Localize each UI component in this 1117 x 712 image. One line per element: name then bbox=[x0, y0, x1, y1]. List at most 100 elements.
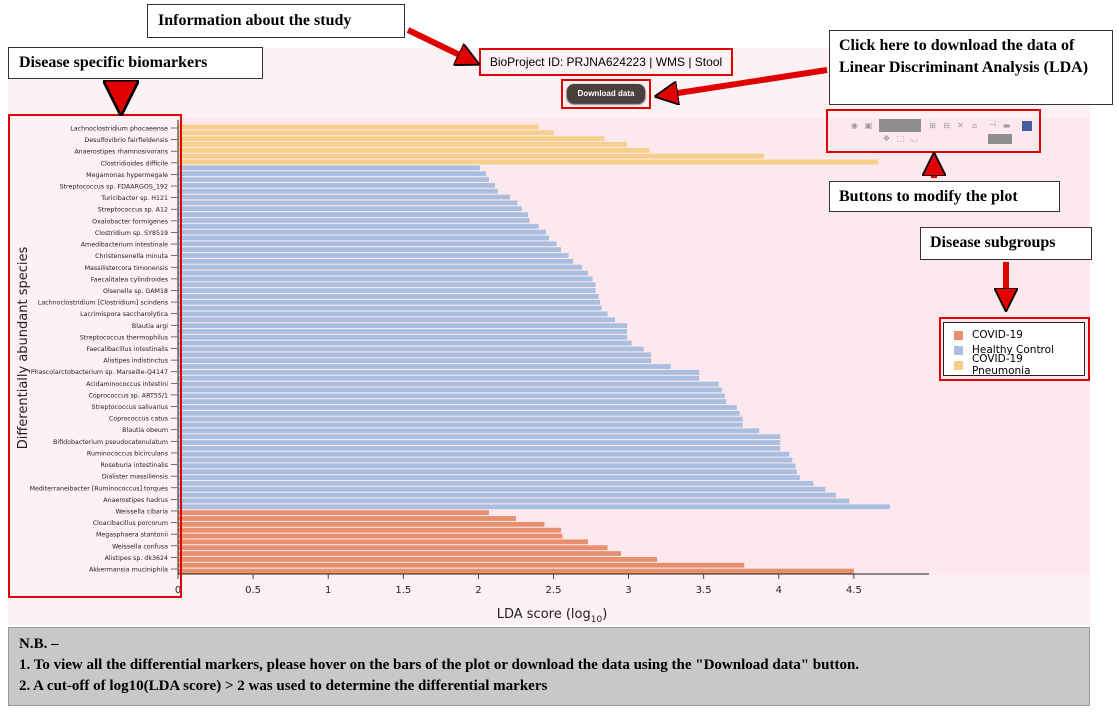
bar-covid[interactable] bbox=[178, 533, 563, 539]
bar-healthy[interactable] bbox=[178, 451, 790, 457]
zoom-in-icon[interactable]: ⊞ bbox=[929, 121, 936, 130]
bar-pneumonia[interactable] bbox=[178, 142, 628, 147]
bar-healthy[interactable] bbox=[178, 235, 549, 241]
bar-healthy[interactable] bbox=[178, 334, 628, 340]
bar-covid[interactable] bbox=[178, 539, 589, 545]
bar-pneumonia[interactable] bbox=[178, 124, 539, 130]
bar-healthy[interactable] bbox=[178, 229, 546, 235]
bar-covid[interactable] bbox=[178, 568, 854, 574]
y-tick-label: Streptococcus salivarius bbox=[92, 404, 168, 411]
bar-healthy[interactable] bbox=[178, 223, 539, 229]
bar-covid[interactable] bbox=[178, 521, 545, 527]
modebar: ◉ ▣ ⊞ ⊟ ✕ ⌂ ⊣ ▬ ✥ ⬚ ◡ bbox=[827, 110, 1040, 152]
bar-covid[interactable] bbox=[178, 527, 562, 533]
autoscale-icon[interactable]: ✕ bbox=[957, 121, 964, 130]
bar-healthy[interactable] bbox=[178, 492, 836, 498]
bar-healthy[interactable] bbox=[178, 299, 601, 305]
bar-pneumonia[interactable] bbox=[178, 147, 650, 153]
toggle-icon[interactable] bbox=[988, 134, 1012, 144]
bar-healthy[interactable] bbox=[178, 200, 518, 206]
bar-healthy[interactable] bbox=[178, 311, 608, 317]
bar-healthy[interactable] bbox=[178, 206, 522, 212]
bar-healthy[interactable] bbox=[178, 469, 797, 475]
bar-healthy[interactable] bbox=[178, 253, 569, 258]
bar-pneumonia[interactable] bbox=[178, 130, 554, 136]
bar-covid[interactable] bbox=[178, 562, 745, 568]
bar-healthy[interactable] bbox=[178, 258, 574, 264]
compare-icon[interactable]: ▬ bbox=[1002, 121, 1011, 130]
bar-healthy[interactable] bbox=[178, 445, 781, 451]
bar-healthy[interactable] bbox=[178, 276, 593, 282]
bar-healthy[interactable] bbox=[178, 428, 760, 434]
bar-healthy[interactable] bbox=[178, 358, 652, 364]
bar-healthy[interactable] bbox=[178, 264, 583, 270]
bar-healthy[interactable] bbox=[178, 317, 616, 323]
bar-covid[interactable] bbox=[178, 556, 658, 562]
bar-healthy[interactable] bbox=[178, 177, 489, 182]
bar-healthy[interactable] bbox=[178, 194, 510, 200]
camera-icon[interactable]: ◉ bbox=[851, 121, 858, 130]
bar-healthy[interactable] bbox=[178, 171, 486, 177]
y-tick-label: Anaerostipes hadrus bbox=[103, 497, 168, 504]
bar-covid[interactable] bbox=[178, 516, 516, 521]
y-tick-label: Coprococcus sp. ART55/1 bbox=[88, 392, 168, 399]
bar-healthy[interactable] bbox=[178, 405, 737, 410]
legend-item[interactable]: Healthy Control bbox=[954, 343, 1054, 357]
bar-healthy[interactable] bbox=[178, 212, 528, 217]
bar-covid[interactable] bbox=[178, 551, 622, 556]
bar-healthy[interactable] bbox=[178, 247, 562, 253]
bar-healthy[interactable] bbox=[178, 188, 498, 194]
bar-pneumonia[interactable] bbox=[178, 136, 605, 142]
bar-healthy[interactable] bbox=[178, 329, 628, 334]
bar-pneumonia[interactable] bbox=[178, 159, 878, 165]
bar-healthy[interactable] bbox=[178, 270, 589, 276]
home-icon[interactable]: ⌂ bbox=[971, 121, 978, 130]
bar-healthy[interactable] bbox=[178, 475, 800, 480]
bar-healthy[interactable] bbox=[178, 182, 495, 188]
legend-item[interactable]: COVID-19 Pneumonia bbox=[954, 353, 1084, 377]
bar-covid[interactable] bbox=[178, 545, 608, 551]
bar-healthy[interactable] bbox=[178, 422, 743, 428]
bar-pneumonia[interactable] bbox=[178, 153, 764, 159]
bar-healthy[interactable] bbox=[178, 364, 671, 369]
bar-healthy[interactable] bbox=[178, 457, 793, 463]
select-icon[interactable]: ⬚ bbox=[896, 134, 905, 143]
bar-healthy[interactable] bbox=[178, 381, 719, 387]
bar-healthy[interactable] bbox=[178, 346, 644, 352]
zoom-out-icon[interactable]: ⊟ bbox=[943, 121, 950, 130]
bar-healthy[interactable] bbox=[178, 352, 652, 358]
lasso-icon[interactable]: ◡ bbox=[911, 134, 918, 143]
bar-healthy[interactable] bbox=[178, 241, 557, 247]
zoom-icon[interactable] bbox=[879, 119, 921, 132]
bar-healthy[interactable] bbox=[178, 288, 596, 293]
disk-icon[interactable]: ▣ bbox=[864, 121, 873, 130]
bar-chart-icon[interactable] bbox=[1022, 121, 1032, 131]
bar-healthy[interactable] bbox=[178, 218, 530, 223]
bar-healthy[interactable] bbox=[178, 504, 890, 510]
bar-healthy[interactable] bbox=[178, 463, 796, 469]
bar-healthy[interactable] bbox=[178, 410, 740, 416]
download-data-button[interactable]: Download data bbox=[567, 84, 645, 103]
bar-healthy[interactable] bbox=[178, 165, 480, 171]
pan-icon[interactable]: ✥ bbox=[883, 134, 890, 143]
bar-healthy[interactable] bbox=[178, 282, 596, 288]
bar-healthy[interactable] bbox=[178, 340, 632, 346]
bar-healthy[interactable] bbox=[178, 305, 602, 311]
legend-item[interactable]: COVID-19 bbox=[954, 328, 1023, 342]
bar-healthy[interactable] bbox=[178, 416, 743, 422]
bar-covid[interactable] bbox=[178, 510, 489, 516]
y-tick-label: Oxalobacter formigenes bbox=[92, 218, 168, 225]
spike-icon[interactable]: ⊣ bbox=[989, 120, 996, 129]
bar-healthy[interactable] bbox=[178, 393, 725, 399]
bar-healthy[interactable] bbox=[178, 481, 814, 486]
bar-healthy[interactable] bbox=[178, 323, 628, 329]
bar-healthy[interactable] bbox=[178, 486, 826, 492]
bar-healthy[interactable] bbox=[178, 399, 727, 404]
bar-healthy[interactable] bbox=[178, 440, 781, 445]
bar-healthy[interactable] bbox=[178, 434, 781, 440]
bar-healthy[interactable] bbox=[178, 375, 700, 381]
bar-healthy[interactable] bbox=[178, 294, 599, 299]
bar-healthy[interactable] bbox=[178, 498, 850, 504]
bar-healthy[interactable] bbox=[178, 369, 700, 375]
bar-healthy[interactable] bbox=[178, 387, 722, 393]
